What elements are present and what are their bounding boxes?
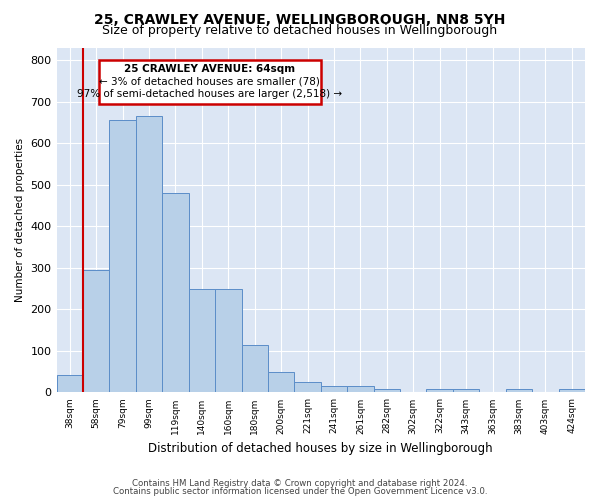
Text: 25, CRAWLEY AVENUE, WELLINGBOROUGH, NN8 5YH: 25, CRAWLEY AVENUE, WELLINGBOROUGH, NN8 … bbox=[94, 12, 506, 26]
Bar bbox=[347, 386, 374, 392]
Bar bbox=[374, 389, 400, 392]
Bar bbox=[188, 288, 215, 393]
Bar bbox=[83, 270, 109, 392]
Bar bbox=[162, 193, 188, 392]
Bar bbox=[427, 389, 453, 392]
Text: 97% of semi-detached houses are larger (2,518) →: 97% of semi-detached houses are larger (… bbox=[77, 89, 343, 99]
Bar bbox=[321, 386, 347, 392]
Text: Contains public sector information licensed under the Open Government Licence v3: Contains public sector information licen… bbox=[113, 487, 487, 496]
Bar bbox=[136, 116, 162, 392]
Text: Size of property relative to detached houses in Wellingborough: Size of property relative to detached ho… bbox=[103, 24, 497, 37]
Y-axis label: Number of detached properties: Number of detached properties bbox=[15, 138, 25, 302]
Bar bbox=[242, 346, 268, 393]
Bar bbox=[268, 372, 295, 392]
Bar bbox=[56, 374, 83, 392]
Text: Contains HM Land Registry data © Crown copyright and database right 2024.: Contains HM Land Registry data © Crown c… bbox=[132, 478, 468, 488]
Bar bbox=[559, 389, 585, 392]
Bar bbox=[99, 60, 321, 104]
Text: 25 CRAWLEY AVENUE: 64sqm: 25 CRAWLEY AVENUE: 64sqm bbox=[124, 64, 295, 74]
Bar bbox=[215, 288, 242, 393]
Bar bbox=[453, 389, 479, 392]
Text: ← 3% of detached houses are smaller (78): ← 3% of detached houses are smaller (78) bbox=[100, 77, 320, 87]
Bar bbox=[295, 382, 321, 392]
Bar bbox=[506, 389, 532, 392]
Bar bbox=[109, 120, 136, 392]
X-axis label: Distribution of detached houses by size in Wellingborough: Distribution of detached houses by size … bbox=[148, 442, 493, 455]
